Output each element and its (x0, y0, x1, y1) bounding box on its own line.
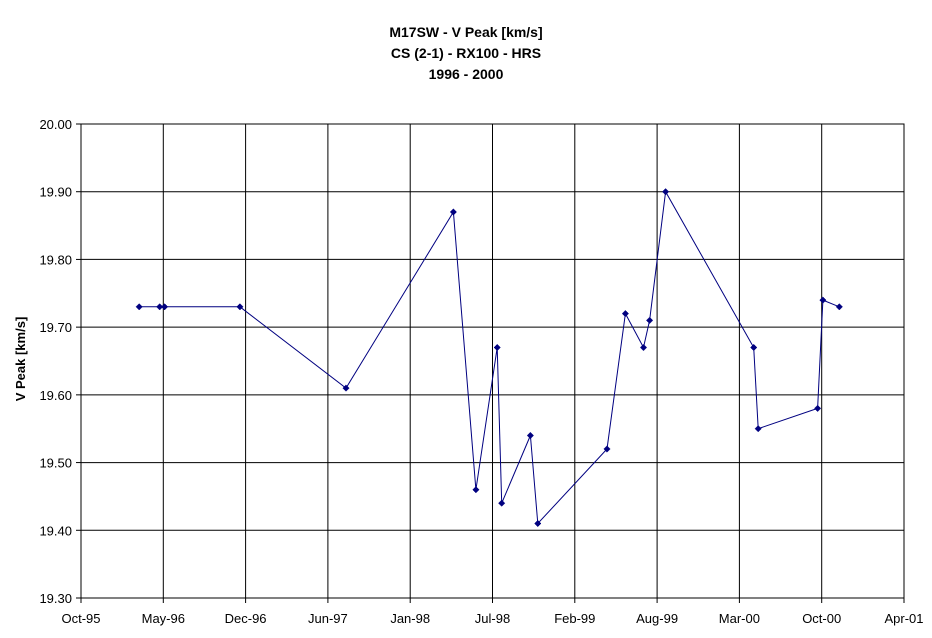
data-point (161, 303, 169, 311)
series-line (139, 190, 840, 525)
data-point (646, 316, 654, 324)
x-tick-label: Mar-00 (719, 611, 760, 626)
x-tick-label: Oct-95 (61, 611, 100, 626)
data-point (472, 486, 480, 494)
y-tick-label: 19.90 (39, 185, 72, 200)
data-point (639, 343, 648, 352)
plot-frame (80, 123, 905, 599)
chart-subtitle: CS (2-1) - RX100 - HRS (390, 45, 542, 61)
data-point (750, 343, 758, 352)
data-point (156, 303, 164, 311)
data-point (493, 343, 501, 352)
data-point (819, 296, 827, 304)
data-point (449, 208, 457, 216)
x-tick-label: May-96 (142, 611, 185, 626)
data-point (835, 303, 843, 311)
data-point (662, 188, 670, 196)
data-point (621, 310, 629, 318)
x-tick-label: Oct-00 (802, 611, 841, 626)
x-tick-label: Aug-99 (636, 611, 678, 626)
x-tick-label: Jan-98 (390, 611, 430, 626)
y-tick-label: 19.40 (39, 523, 72, 538)
y-tick-label: 19.60 (39, 388, 72, 403)
x-tick-label: Jul-98 (475, 611, 510, 626)
chart-date-range: 1996 - 2000 (428, 66, 504, 82)
x-tick-label: Feb-99 (554, 611, 595, 626)
y-tick-label: 19.30 (39, 591, 72, 606)
data-point (342, 384, 350, 392)
y-tick-label: 19.50 (39, 456, 72, 471)
chart-title: M17SW - V Peak [km/s] (389, 24, 543, 40)
y-tick-label: 19.70 (39, 320, 72, 335)
data-point (603, 445, 611, 453)
y-tick-label: 19.80 (39, 252, 72, 267)
data-point (498, 499, 506, 507)
x-tick-label: Apr-01 (884, 611, 923, 626)
data-point (814, 404, 822, 412)
data-point (236, 303, 244, 311)
x-tick-label: Jun-97 (308, 611, 348, 626)
data-point (754, 425, 762, 433)
x-tick-label: Dec-96 (225, 611, 267, 626)
y-tick-label: 20.00 (39, 117, 72, 132)
data-point (135, 303, 143, 311)
data-point (534, 519, 542, 528)
data-point (526, 431, 534, 440)
